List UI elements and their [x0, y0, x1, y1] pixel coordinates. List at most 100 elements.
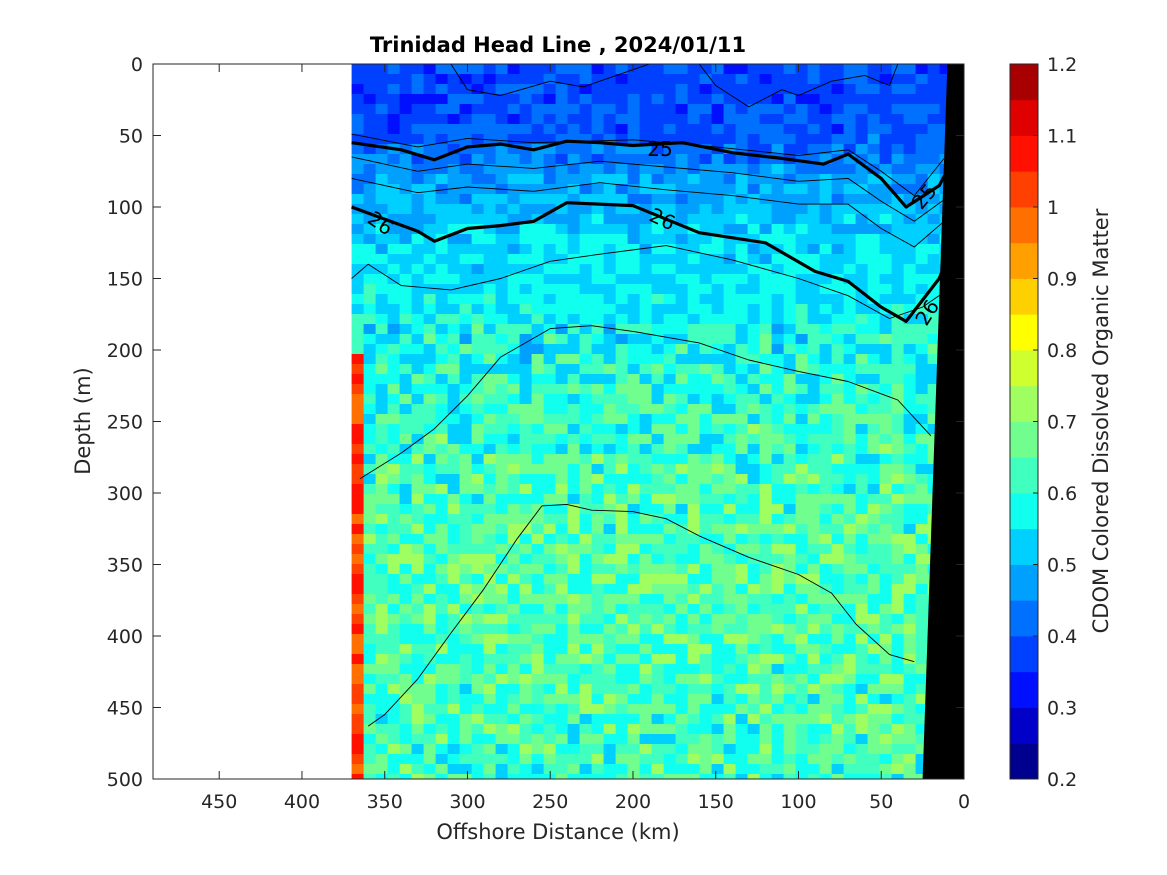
field-cell	[567, 434, 581, 445]
field-cell	[507, 174, 521, 185]
field-cell	[807, 214, 821, 225]
field-cell	[363, 364, 377, 375]
field-cell	[507, 164, 521, 175]
field-cell	[483, 174, 497, 185]
field-cell	[591, 154, 605, 165]
field-cell	[423, 264, 437, 275]
field-cell	[711, 254, 725, 265]
field-cell	[471, 644, 485, 655]
field-cell	[771, 374, 785, 385]
field-cell	[651, 494, 665, 505]
field-cell	[783, 284, 797, 295]
field-cell	[867, 604, 881, 615]
field-cell	[519, 614, 533, 625]
field-cell	[891, 534, 905, 545]
field-cell	[795, 164, 809, 175]
field-cell	[375, 294, 389, 305]
field-cell	[435, 654, 449, 665]
field-cell	[555, 234, 569, 245]
field-cell	[591, 424, 605, 435]
field-cell	[531, 694, 545, 705]
field-cell	[423, 724, 437, 735]
field-cell	[567, 74, 581, 85]
field-cell	[687, 674, 701, 685]
field-cell	[387, 584, 401, 595]
field-cell	[915, 144, 929, 155]
field-cell	[579, 404, 593, 415]
field-cell	[495, 94, 509, 105]
field-cell	[831, 414, 845, 425]
field-cell	[711, 464, 725, 475]
field-cell	[855, 504, 869, 515]
field-cell	[543, 424, 557, 435]
field-cell	[699, 74, 713, 85]
field-cell	[891, 84, 905, 95]
field-cell	[855, 694, 869, 705]
field-cell	[783, 94, 797, 105]
field-cell	[855, 664, 869, 675]
field-cell	[483, 524, 497, 535]
field-cell	[387, 174, 401, 185]
field-cell	[567, 464, 581, 475]
field-cell	[783, 234, 797, 245]
field-cell	[459, 304, 473, 315]
field-cell	[471, 194, 485, 205]
field-cell	[735, 264, 749, 275]
field-cell	[867, 414, 881, 425]
field-cell	[891, 374, 905, 385]
field-cell	[771, 614, 785, 625]
field-cell	[411, 254, 425, 265]
field-cell	[375, 284, 389, 295]
field-cell	[363, 354, 377, 365]
field-cell	[423, 364, 437, 375]
field-cell	[423, 64, 437, 75]
field-cell	[591, 564, 605, 575]
field-cell	[807, 74, 821, 85]
field-cell	[927, 304, 941, 315]
field-cell	[471, 384, 485, 395]
field-cell	[531, 584, 545, 595]
field-cell	[879, 764, 893, 775]
field-cell	[351, 224, 365, 235]
field-cell	[771, 654, 785, 665]
field-cell	[423, 674, 437, 685]
field-cell	[483, 264, 497, 275]
field-cell	[603, 184, 617, 195]
field-cell	[879, 74, 893, 85]
field-cell	[471, 334, 485, 345]
field-cell	[603, 544, 617, 555]
field-cell	[507, 434, 521, 445]
field-cell	[819, 374, 833, 385]
field-cell	[807, 744, 821, 755]
field-cell	[939, 74, 953, 85]
field-cell	[435, 474, 449, 485]
field-cell	[819, 574, 833, 585]
field-cell	[723, 614, 737, 625]
field-cell	[783, 684, 797, 695]
field-cell	[555, 84, 569, 95]
field-cell	[699, 284, 713, 295]
field-cell	[807, 704, 821, 715]
field-cell	[615, 644, 629, 655]
field-cell	[903, 514, 917, 525]
field-cell	[843, 464, 857, 475]
field-cell	[747, 614, 761, 625]
field-cell	[615, 304, 629, 315]
field-cell	[543, 724, 557, 735]
field-cell	[855, 604, 869, 615]
field-cell	[399, 144, 413, 155]
field-cell	[723, 184, 737, 195]
field-cell	[903, 754, 917, 765]
field-cell	[387, 764, 401, 775]
field-cell	[531, 344, 545, 355]
field-cell	[591, 664, 605, 675]
field-cell	[363, 764, 377, 775]
field-cell	[843, 504, 857, 515]
y-tick-label: 350	[107, 555, 143, 577]
field-cell	[759, 404, 773, 415]
field-cell	[891, 144, 905, 155]
field-cell	[435, 554, 449, 565]
field-cell	[915, 114, 929, 125]
field-cell	[747, 634, 761, 645]
field-cell	[759, 174, 773, 185]
